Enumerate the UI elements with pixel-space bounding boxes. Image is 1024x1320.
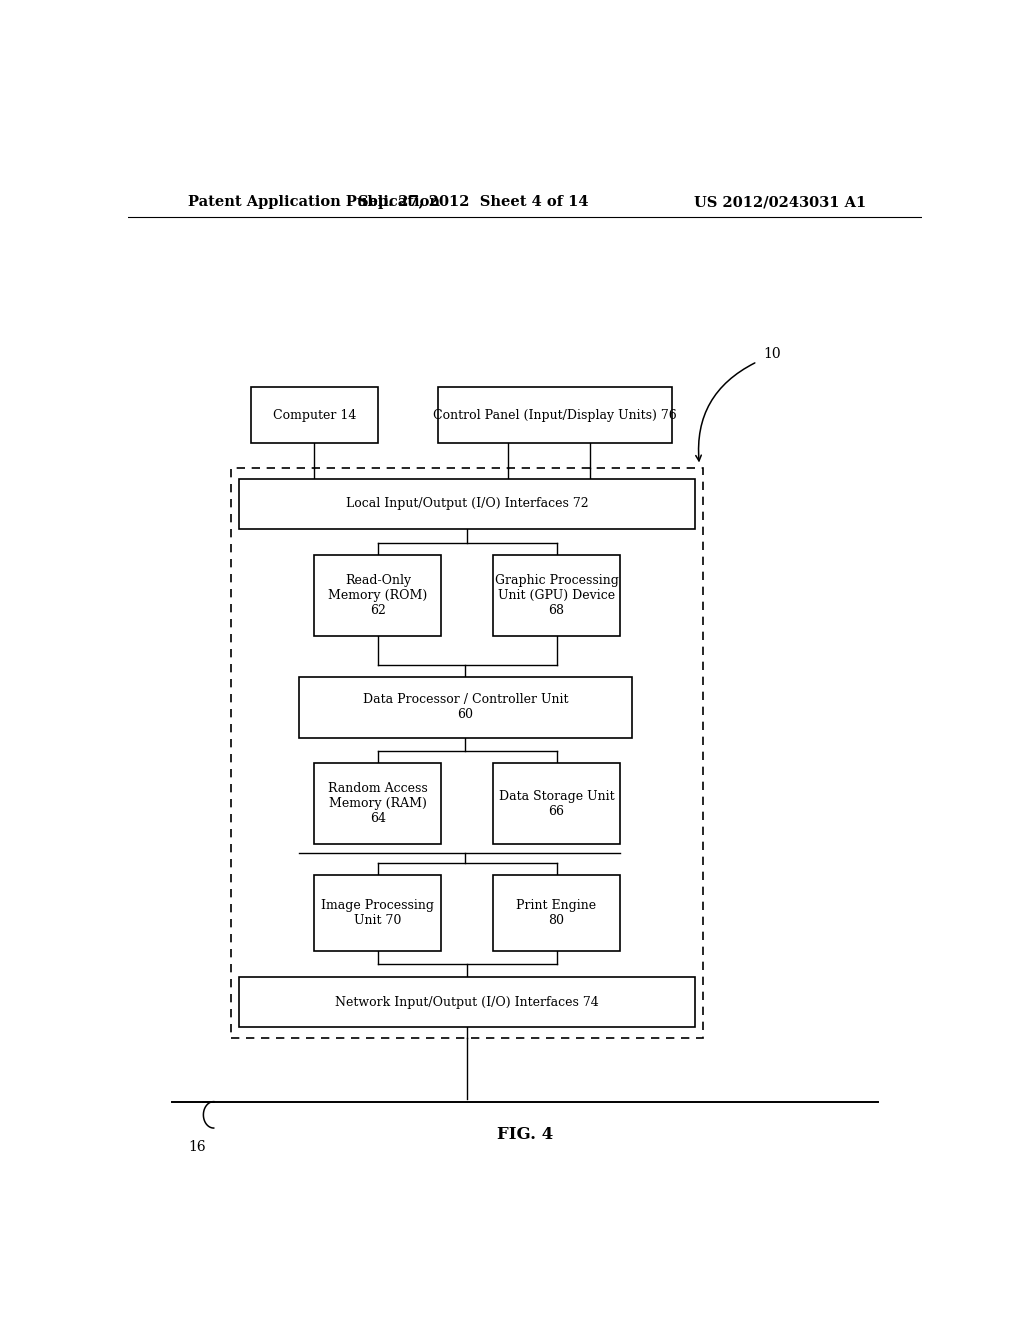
Bar xyxy=(314,554,441,636)
Text: Image Processing
Unit 70: Image Processing Unit 70 xyxy=(322,899,434,927)
Bar xyxy=(240,977,695,1027)
Bar xyxy=(314,763,441,845)
Bar xyxy=(437,387,672,444)
Text: Read-Only
Memory (ROM)
62: Read-Only Memory (ROM) 62 xyxy=(329,574,428,616)
Text: Computer 14: Computer 14 xyxy=(272,409,356,421)
Bar xyxy=(231,469,703,1038)
Bar xyxy=(314,875,441,952)
Bar xyxy=(494,554,621,636)
Text: US 2012/0243031 A1: US 2012/0243031 A1 xyxy=(694,195,866,209)
Text: Control Panel (Input/Display Units) 76: Control Panel (Input/Display Units) 76 xyxy=(433,409,677,421)
Text: 10: 10 xyxy=(763,347,780,360)
Text: Graphic Processing
Unit (GPU) Device
68: Graphic Processing Unit (GPU) Device 68 xyxy=(495,574,618,616)
Bar xyxy=(494,875,621,952)
Text: Network Input/Output (I/O) Interfaces 74: Network Input/Output (I/O) Interfaces 74 xyxy=(336,995,599,1008)
Text: Local Input/Output (I/O) Interfaces 72: Local Input/Output (I/O) Interfaces 72 xyxy=(346,498,589,511)
Text: Patent Application Publication: Patent Application Publication xyxy=(187,195,439,209)
Text: Random Access
Memory (RAM)
64: Random Access Memory (RAM) 64 xyxy=(328,783,428,825)
Text: 16: 16 xyxy=(188,1140,206,1155)
Bar xyxy=(240,479,695,529)
Bar xyxy=(299,677,632,738)
Text: Data Storage Unit
66: Data Storage Unit 66 xyxy=(499,789,614,818)
Bar xyxy=(251,387,378,444)
Bar xyxy=(494,763,621,845)
Text: Print Engine
80: Print Engine 80 xyxy=(516,899,597,927)
Text: Data Processor / Controller Unit
60: Data Processor / Controller Unit 60 xyxy=(362,693,568,721)
Text: FIG. 4: FIG. 4 xyxy=(497,1126,553,1143)
Text: Sep. 27, 2012  Sheet 4 of 14: Sep. 27, 2012 Sheet 4 of 14 xyxy=(358,195,589,209)
